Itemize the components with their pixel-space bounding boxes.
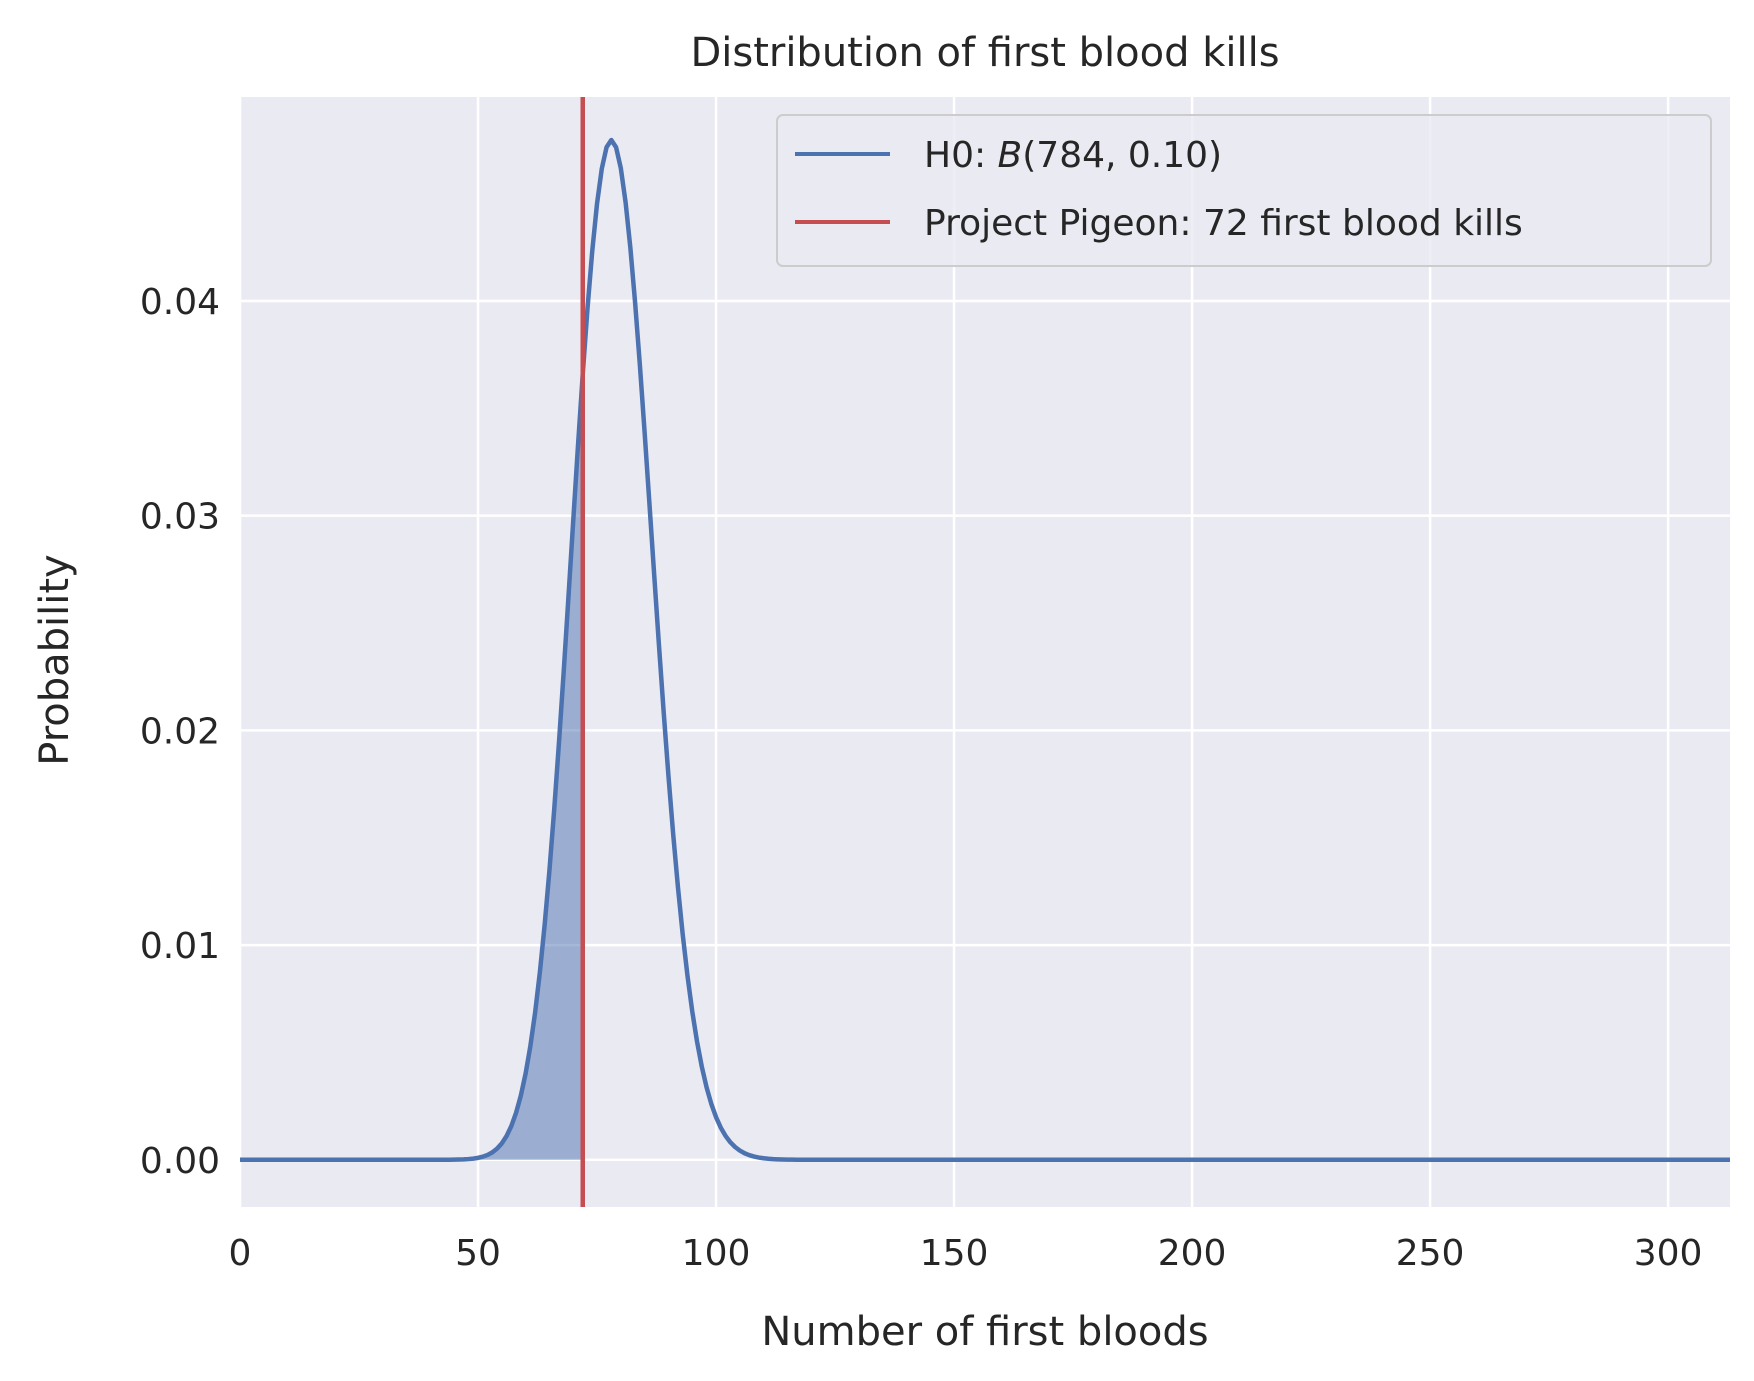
shaded-tail-area	[240, 374, 583, 1160]
x-axis-label: Number of first bloods	[761, 1309, 1208, 1355]
x-tick-label: 50	[455, 1233, 501, 1274]
chart-title: Distribution of first blood kills	[690, 30, 1279, 76]
x-tick-label: 200	[1158, 1233, 1227, 1274]
y-tick-labels: 0.00 0.01 0.02 0.03 0.04	[140, 282, 220, 1182]
x-tick-label: 300	[1634, 1233, 1703, 1274]
legend: H0: B(784, 0.10) Project Pigeon: 72 firs…	[776, 114, 1712, 267]
x-tick-label: 150	[920, 1233, 989, 1274]
x-tick-label: 100	[682, 1233, 751, 1274]
x-tick-label: 0	[229, 1233, 252, 1274]
legend-label-h0: H0: B(784, 0.10)	[924, 135, 1222, 176]
plot-area	[240, 97, 1730, 1207]
y-tick-label: 0.01	[140, 926, 220, 967]
y-axis-label: Probability	[32, 554, 78, 765]
series-line-h0	[240, 137, 1730, 1163]
y-tick-label: 0.00	[140, 1141, 220, 1182]
y-tick-label: 0.02	[140, 711, 220, 752]
legend-box	[776, 114, 1712, 267]
x-tick-labels: 0 50 100 150 200 250 300	[229, 1233, 1703, 1274]
x-tick-label: 250	[1396, 1233, 1465, 1274]
y-tick-label: 0.04	[140, 282, 220, 323]
y-tick-label: 0.03	[140, 497, 220, 538]
legend-label-project-pigeon: Project Pigeon: 72 first blood kills	[924, 203, 1523, 244]
